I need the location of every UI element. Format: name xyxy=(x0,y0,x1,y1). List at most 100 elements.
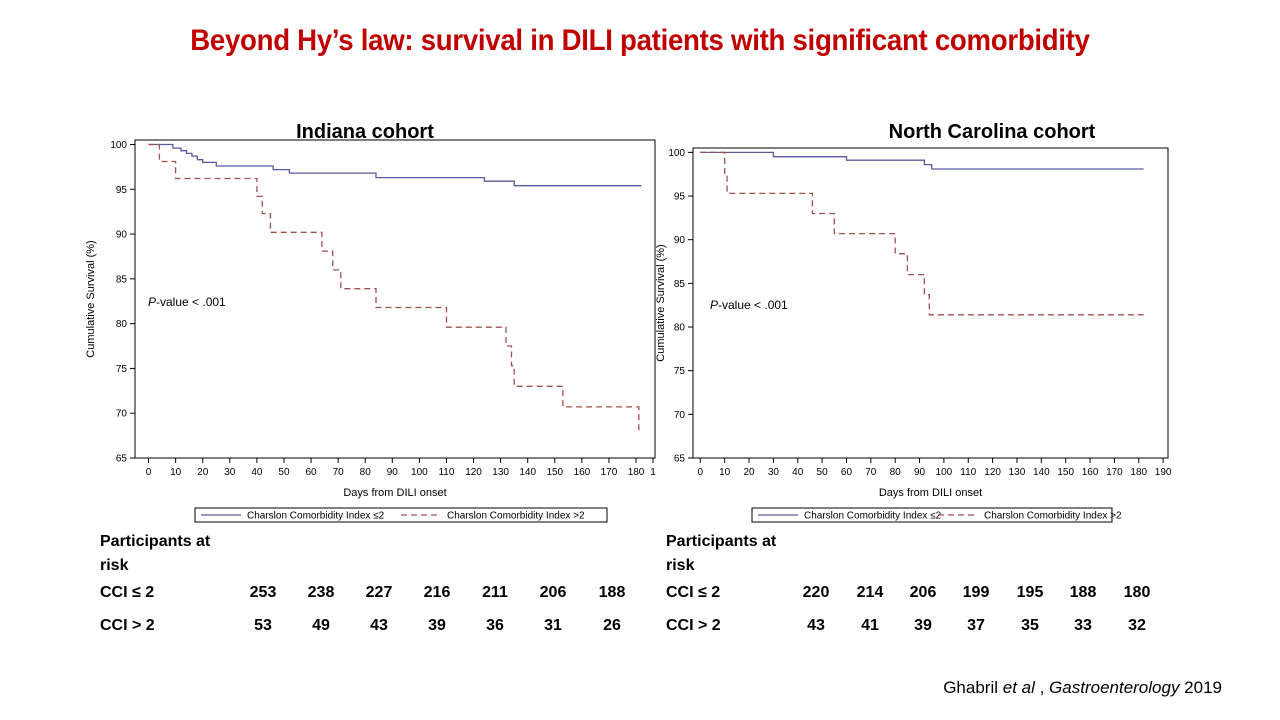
x-tick-label: 160 xyxy=(1082,467,1099,478)
citation-year: 2019 xyxy=(1179,678,1222,697)
p-value-annotation: P-value < .001 xyxy=(710,298,788,312)
y-tick-label: 75 xyxy=(116,364,128,375)
risk-cell: 49 xyxy=(312,617,330,634)
series-cci-low xyxy=(148,143,642,187)
citation-separator: , xyxy=(1034,678,1050,697)
chart-title: North Carolina cohort xyxy=(889,121,1096,143)
x-tick-label: 150 xyxy=(546,467,563,478)
legend-label: Charslon Comorbidity Index >2 xyxy=(447,511,585,522)
risk-cell: 238 xyxy=(307,584,335,601)
risk-row-label: CCI ≤ 2 xyxy=(100,584,155,601)
risk-cell: 206 xyxy=(539,584,567,601)
risk-cell: 43 xyxy=(807,617,825,634)
citation-etal: et al xyxy=(1002,678,1035,697)
x-tick-label: 160 xyxy=(574,467,591,478)
x-tick-label: 10 xyxy=(719,467,731,478)
risk-cell: 195 xyxy=(1016,584,1044,601)
citation-journal: Gastroenterology xyxy=(1049,678,1180,697)
y-tick-label: 65 xyxy=(674,454,686,465)
risk-row-cci-low: CCI ≤ 2 220 214 206 199 195 188 180 xyxy=(666,584,1226,608)
x-tick-label: 120 xyxy=(984,467,1001,478)
p-value-italic: P xyxy=(148,295,156,309)
risk-cell: 188 xyxy=(1069,584,1097,601)
risk-cell: 39 xyxy=(428,617,446,634)
risk-cell: 43 xyxy=(370,617,388,634)
risk-cell: 220 xyxy=(802,584,830,601)
x-tick-label: 20 xyxy=(197,467,209,478)
y-axis-label: Cumulative Survival (%) xyxy=(655,244,667,361)
series-cci-high xyxy=(148,143,642,432)
p-value-italic: P xyxy=(710,298,718,312)
risk-cell: 180 xyxy=(1123,584,1151,601)
y-tick-label: 95 xyxy=(674,192,686,203)
risk-table-north-carolina: Participants at risk CCI ≤ 2 220 214 206… xyxy=(666,530,1186,650)
series-cci-high xyxy=(700,151,1144,316)
chart-title: Indiana cohort xyxy=(296,121,434,143)
risk-cell: 206 xyxy=(909,584,937,601)
risk-table-header: Participants at risk xyxy=(666,533,777,574)
risk-row-label: CCI ≤ 2 xyxy=(666,584,721,601)
chart-north-carolina: North Carolina cohort 65 70 75 80 85 90 95 100 0 1… xyxy=(655,121,1172,523)
x-tick-label: 170 xyxy=(1106,467,1123,478)
risk-cell: 216 xyxy=(423,584,451,601)
risk-row-label: CCI > 2 xyxy=(100,617,155,634)
x-tick-label: 30 xyxy=(224,467,236,478)
legend-box xyxy=(751,507,1113,523)
x-tick-label: 90 xyxy=(387,467,399,478)
x-tick-label: 50 xyxy=(817,467,829,478)
risk-row-cci-high: CCI > 2 53 49 43 39 36 31 26 xyxy=(100,617,660,641)
y-tick-label: 80 xyxy=(674,323,686,334)
x-tick-label: 40 xyxy=(251,467,263,478)
x-tick-label: 120 xyxy=(465,467,482,478)
y-tick-label: 70 xyxy=(674,410,686,421)
x-tick-label: 1 xyxy=(650,467,656,478)
slide-title: Beyond Hy’s law: survival in DILI patien… xyxy=(190,24,1090,57)
x-tick-label: 190 xyxy=(1155,467,1172,478)
x-tick-label: 80 xyxy=(360,467,372,478)
legend-label: Charslon Comorbidity Index ≤2 xyxy=(247,511,385,522)
x-tick-label: 130 xyxy=(492,467,509,478)
x-tick-label: 60 xyxy=(305,467,317,478)
x-tick-label: 40 xyxy=(792,467,804,478)
risk-cell: 227 xyxy=(365,584,393,601)
x-tick-label: 20 xyxy=(743,467,755,478)
x-axis-label: Days from DILI onset xyxy=(343,487,446,499)
y-tick-label: 70 xyxy=(116,409,128,420)
x-tick-label: 80 xyxy=(890,467,902,478)
risk-cell: 199 xyxy=(962,584,990,601)
x-tick-label: 30 xyxy=(768,467,780,478)
risk-cell: 253 xyxy=(249,584,277,601)
x-tick-label: 140 xyxy=(519,467,536,478)
chart-indiana: Indiana cohort 65 70 75 80 85 90 95 100 0 10 20 30 40… xyxy=(85,121,656,523)
x-tick-label: 180 xyxy=(628,467,645,478)
risk-cell: 214 xyxy=(856,584,884,601)
risk-row-label: CCI > 2 xyxy=(666,617,721,634)
plot-frame xyxy=(134,139,656,459)
p-value-text: -value < .001 xyxy=(156,295,226,309)
plot-frame xyxy=(692,147,1169,459)
x-tick-label: 140 xyxy=(1033,467,1050,478)
y-tick-label: 100 xyxy=(668,148,685,159)
x-tick-label: 170 xyxy=(601,467,618,478)
risk-cell: 39 xyxy=(914,617,932,634)
risk-cell: 211 xyxy=(482,584,508,601)
risk-table-header: Participants at risk xyxy=(100,533,211,574)
risk-cell: 32 xyxy=(1128,617,1146,634)
y-tick-label: 65 xyxy=(116,454,128,465)
legend-label: Charslon Comorbidity Index ≤2 xyxy=(804,511,942,522)
legend-label: Charslon Comorbidity Index >2 xyxy=(984,511,1122,522)
x-tick-label: 100 xyxy=(936,467,953,478)
risk-cell: 188 xyxy=(598,584,626,601)
risk-cell: 35 xyxy=(1021,617,1039,634)
x-tick-label: 0 xyxy=(698,467,704,478)
x-tick-label: 10 xyxy=(170,467,182,478)
x-tick-label: 90 xyxy=(914,467,926,478)
risk-cell: 33 xyxy=(1074,617,1092,634)
x-tick-label: 130 xyxy=(1009,467,1026,478)
y-tick-label: 90 xyxy=(116,230,128,241)
risk-cell: 36 xyxy=(486,617,504,634)
x-tick-label: 180 xyxy=(1130,467,1147,478)
y-tick-label: 100 xyxy=(110,140,127,151)
p-value-annotation: P-value < .001 xyxy=(148,295,226,309)
x-tick-label: 60 xyxy=(841,467,853,478)
